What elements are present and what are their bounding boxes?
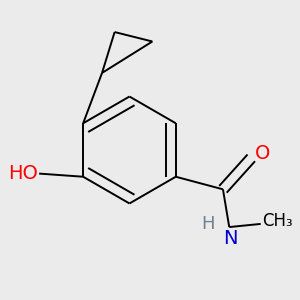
Text: O: O [254,144,270,163]
Text: HO: HO [8,164,38,183]
Text: CH₃: CH₃ [262,212,293,230]
Text: H: H [202,215,215,233]
Text: N: N [224,229,238,247]
